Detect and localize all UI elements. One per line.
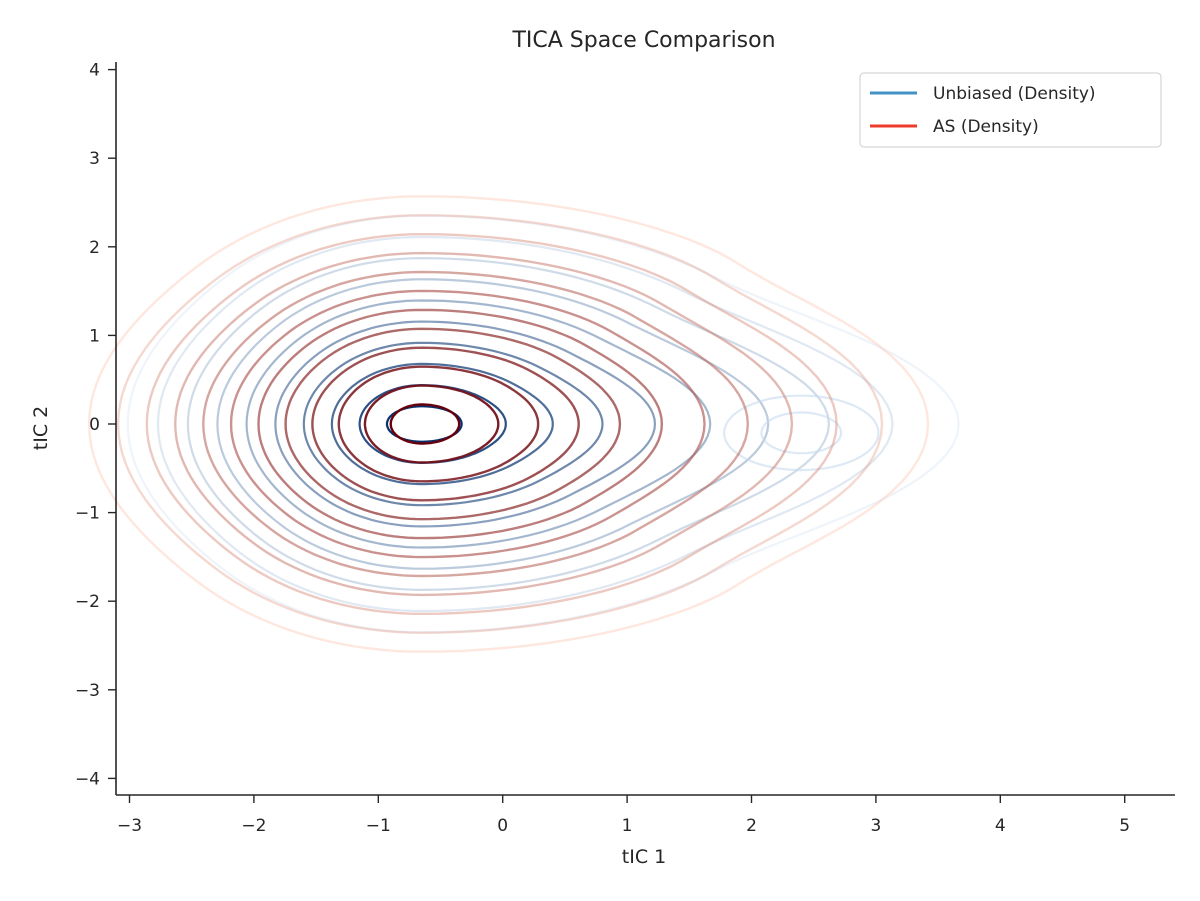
- y-tick-label: −4: [75, 769, 100, 789]
- as-contour-line: [202, 270, 750, 578]
- y-tick-label: −2: [75, 592, 100, 612]
- unbiased-contour-line: [156, 235, 894, 613]
- x-tick-label: −2: [241, 816, 266, 836]
- x-tick-label: 1: [622, 816, 633, 836]
- x-tick-label: −3: [117, 816, 142, 836]
- y-axis-label: tIC 2: [30, 406, 52, 450]
- legend: Unbiased (Density) AS (Density): [859, 72, 1162, 148]
- x-tick-label: 5: [1119, 816, 1130, 836]
- y-tick-label: 4: [89, 61, 100, 81]
- as-contour-line: [145, 232, 838, 616]
- y-tick-label: −1: [75, 504, 100, 524]
- x-tick-label: 3: [870, 816, 881, 836]
- plot-area: [87, 195, 960, 653]
- x-axis-label: tIC 1: [622, 846, 666, 868]
- unbiased-contour-line: [216, 278, 770, 570]
- axes: −3 −2 −1 0 1 2 3 4 5 −4 −3 −2 −1 0 1 2 3 4: [75, 61, 1175, 836]
- as-contour-line: [87, 195, 930, 653]
- y-axis-ticks: −4 −3 −2 −1 0 1 2 3 4: [75, 61, 116, 789]
- y-tick-label: 3: [89, 149, 100, 169]
- unbiased-contour-line: [330, 362, 554, 486]
- x-tick-label: 0: [497, 816, 508, 836]
- y-tick-label: 2: [89, 238, 100, 258]
- x-tick-label: −1: [366, 816, 391, 836]
- legend-frame: [859, 72, 1162, 148]
- legend-label-as: AS (Density): [933, 117, 1039, 137]
- unbiased-contour-line: [126, 214, 960, 634]
- unbiased-contour-line: [186, 256, 831, 592]
- as-contour-line: [229, 289, 706, 559]
- x-tick-label: 4: [995, 816, 1006, 836]
- y-tick-label: 1: [89, 326, 100, 346]
- as-contour-line: [284, 327, 622, 521]
- as-contour-line: [173, 251, 794, 597]
- legend-label-unbiased: Unbiased (Density): [933, 84, 1096, 104]
- x-tick-label: 2: [746, 816, 757, 836]
- as-contour-line: [311, 346, 580, 502]
- unbiased-contour-line: [302, 341, 604, 507]
- as-density-contours: [87, 195, 930, 653]
- x-axis-ticks: −3 −2 −1 0 1 2 3 4 5: [117, 795, 1130, 836]
- chart-title: TICA Space Comparison: [511, 28, 775, 53]
- as-contour-line: [257, 308, 664, 540]
- as-contour-line: [363, 384, 500, 464]
- as-contour-line: [116, 213, 884, 635]
- y-tick-label: −3: [75, 681, 100, 701]
- unbiased-density-contours: [126, 214, 960, 634]
- as-contour-line: [337, 365, 540, 483]
- as-contour-line: [389, 403, 461, 445]
- unbiased-secondary-contour: [760, 411, 843, 455]
- y-tick-label: 0: [89, 415, 100, 435]
- unbiased-contour-line: [274, 320, 657, 528]
- unbiased-secondary-contour: [722, 394, 880, 472]
- unbiased-contour-line: [245, 299, 712, 549]
